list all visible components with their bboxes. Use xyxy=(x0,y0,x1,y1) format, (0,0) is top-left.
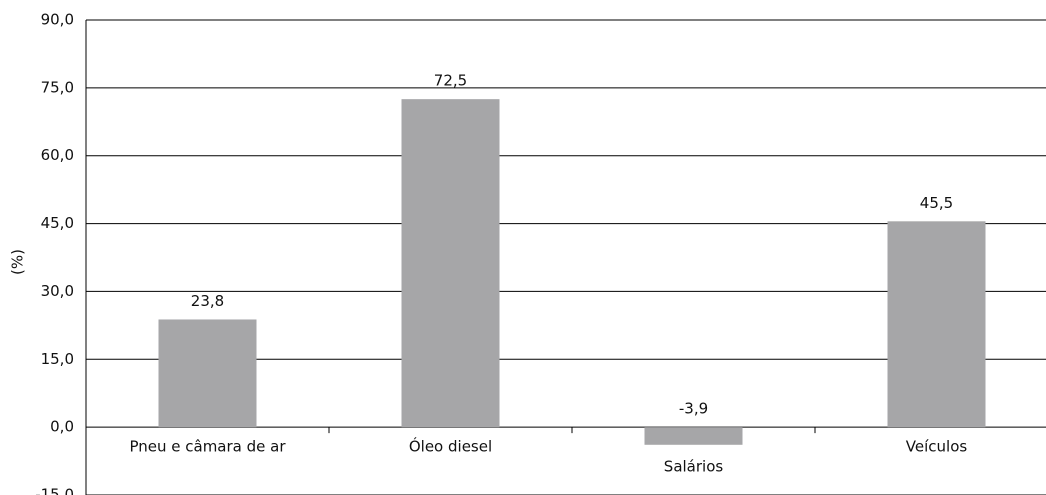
bar xyxy=(644,427,743,445)
y-tick-label: 30,0 xyxy=(41,282,74,300)
y-axis-label: (%) xyxy=(9,249,27,275)
x-tick-label: Veículos xyxy=(906,438,968,456)
value-label: 72,5 xyxy=(434,72,467,90)
bar xyxy=(887,221,986,428)
value-label: 23,8 xyxy=(191,292,224,310)
y-tick-label: 15,0 xyxy=(41,350,74,368)
value-label: 45,5 xyxy=(920,194,953,212)
value-label: -3,9 xyxy=(679,400,708,418)
x-tick-label: Pneu e câmara de ar xyxy=(129,438,286,456)
y-tick-label: 90,0 xyxy=(41,11,74,29)
bar xyxy=(158,319,257,428)
y-tick-label: -15,0 xyxy=(35,486,74,495)
x-tick-label: Óleo diesel xyxy=(409,437,492,456)
x-tick-label: Salários xyxy=(664,457,724,475)
y-tick-label: 45,0 xyxy=(41,214,74,232)
y-tick-label: 60,0 xyxy=(41,146,74,164)
y-tick-label: 75,0 xyxy=(41,78,74,96)
bar xyxy=(401,99,500,428)
y-tick-label: 0,0 xyxy=(50,418,74,436)
